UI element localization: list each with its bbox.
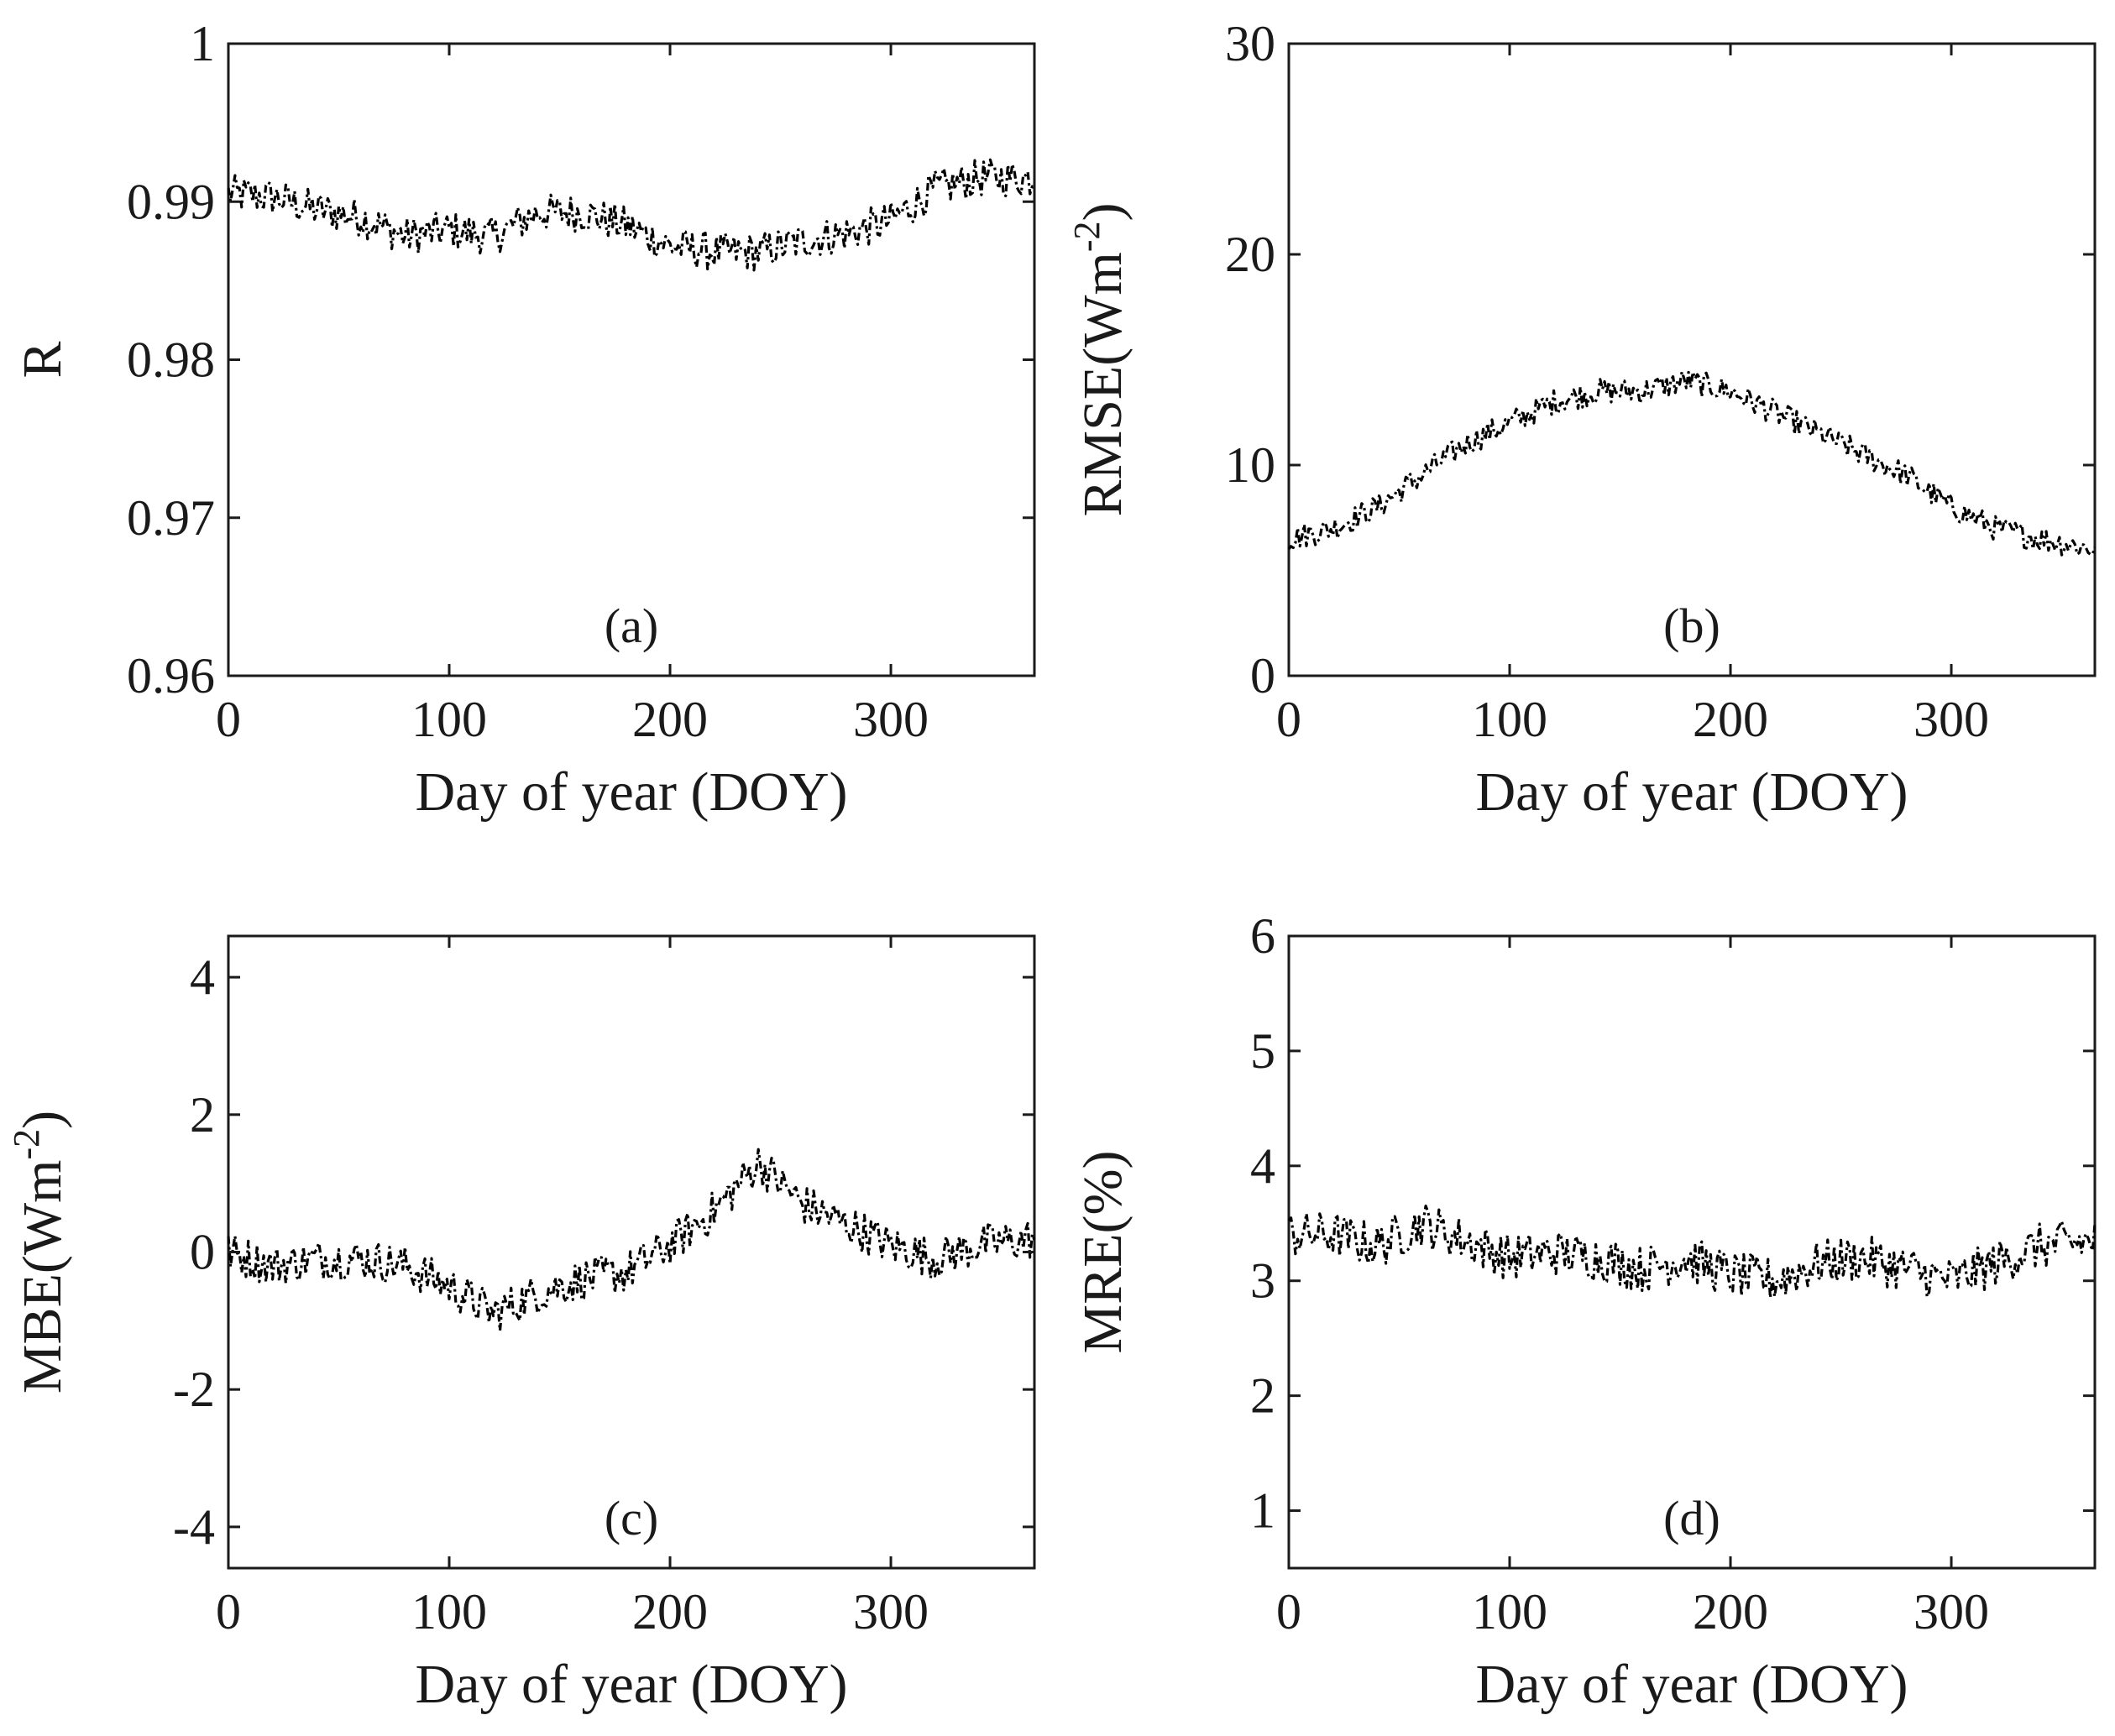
x-tick-label: 300 [1913,692,1989,747]
panel-label: (c) [605,1491,658,1545]
y-tick-label: 0.96 [127,648,215,703]
x-tick-label: 200 [632,692,708,747]
x-tick-label: 200 [632,1584,708,1639]
y-tick-label: 5 [1250,1023,1275,1079]
y-axis-label: MBE(Wm-2) [6,1111,73,1394]
plot-frame [1287,934,2097,1570]
x-axis-label: Day of year (DOY) [1476,761,1908,823]
y-tick-label: 0 [1250,648,1275,703]
y-tick-label: 4 [1250,1138,1275,1194]
x-tick-label: 0 [1276,692,1301,747]
y-tick-label: 2 [1250,1368,1275,1424]
panel-b: 0 100 200 300 0 10 20 30 Day of year (DOY) RMSE(W… [1066,16,2097,823]
x-tick-label: 0 [216,1584,241,1639]
series-line-r [227,158,1035,272]
y-tick-label: 0.99 [127,174,215,229]
panel-d: 0 100 200 300 1 2 3 4 5 6 Day of year (DOY) MRE(%) (… [1072,908,2097,1715]
y-tick-label: 20 [1225,227,1275,282]
x-axis-label: Day of year (DOY) [416,1654,848,1715]
y-axis-label: R [12,341,73,378]
y-tick-label: 10 [1225,437,1275,493]
y-tick-label: 2 [190,1087,215,1143]
x-tick-label: 100 [411,692,487,747]
x-tick-label: 0 [216,692,241,747]
y-tick-label: 3 [1250,1253,1275,1309]
x-tick-label: 300 [853,692,929,747]
series-line-mbe [227,1148,1036,1332]
x-tick-label: 100 [411,1584,487,1639]
panel-label: (a) [605,599,658,653]
y-tick-label: 0 [190,1225,215,1280]
x-tick-label: 200 [1693,1584,1768,1639]
y-tick-label: 1 [190,16,215,71]
y-tick-label: 6 [1250,908,1275,964]
y-tick-label: 0.98 [127,332,215,388]
series-line-mre [1287,1204,2097,1299]
x-tick-label: 0 [1276,1584,1301,1639]
y-axis-label: MRE(%) [1072,1151,1133,1354]
panel-label: (d) [1663,1491,1720,1545]
panel-a: 0 100 200 300 0.96 0.97 0.98 0.99 1 Day of year (… [12,16,1036,823]
y-axis-label: RMSE(Wm-2) [1066,203,1133,517]
x-axis-label: Day of year (DOY) [1476,1654,1908,1715]
y-tick-label: -2 [173,1362,215,1417]
plot-frame [227,42,1036,677]
series-line-rmse [1287,370,2097,557]
plot-frame [1287,42,2097,677]
panel-label: (b) [1663,599,1720,653]
x-tick-label: 300 [1913,1584,1989,1639]
y-tick-label: 1 [1250,1483,1275,1539]
x-tick-label: 100 [1472,1584,1547,1639]
x-axis-label: Day of year (DOY) [416,761,848,823]
y-tick-label: -4 [173,1499,215,1555]
y-tick-label: 4 [190,949,215,1005]
panel-c: 0 100 200 300 -4 -2 0 2 4 Day of year (DOY) MBE(Wm… [6,934,1036,1715]
y-tick-label: 30 [1225,16,1275,71]
x-tick-label: 100 [1472,692,1547,747]
x-tick-label: 200 [1693,692,1768,747]
y-tick-label: 0.97 [127,490,215,546]
x-tick-label: 300 [853,1584,929,1639]
